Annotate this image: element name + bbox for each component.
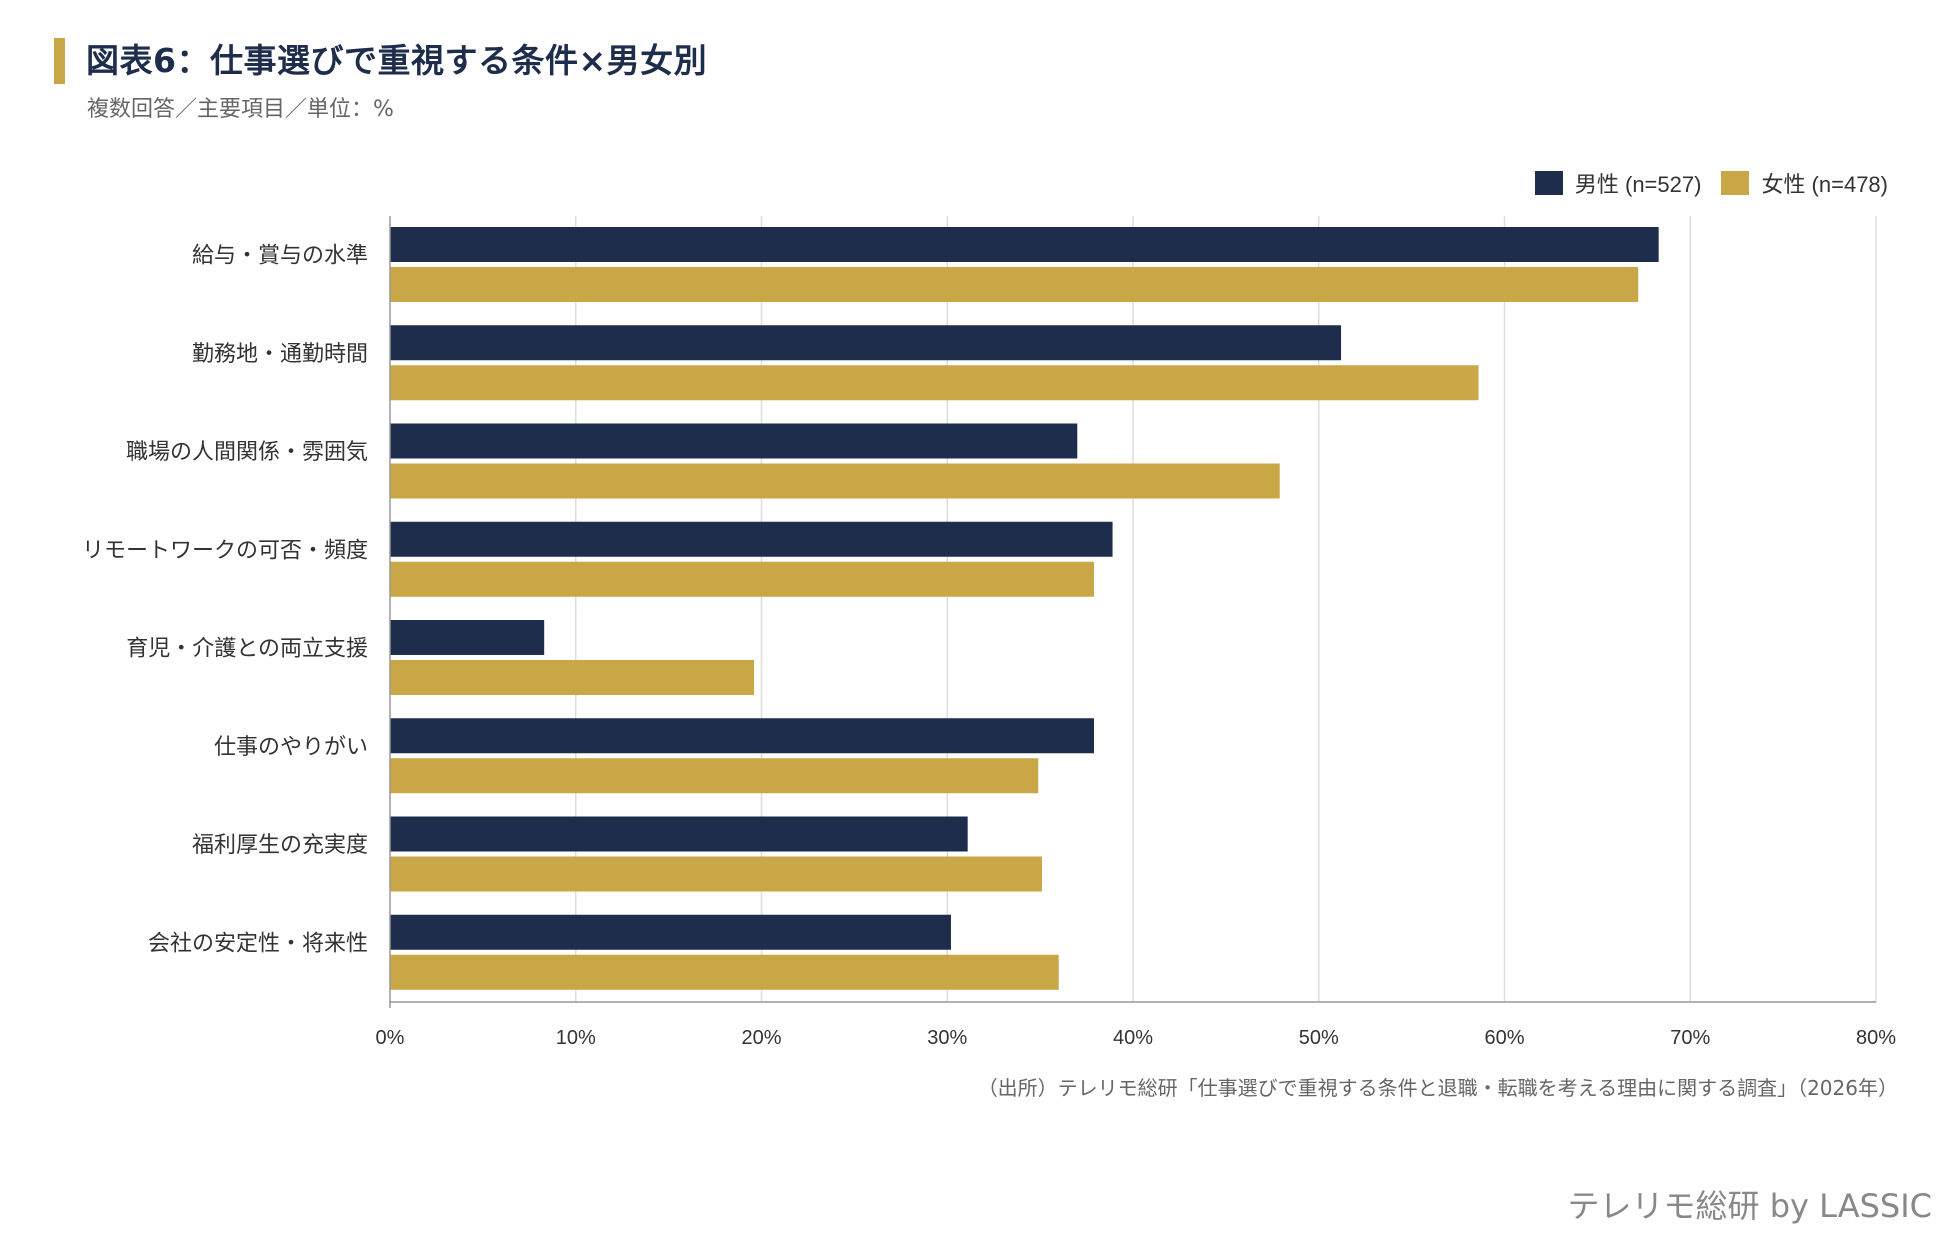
category-label: 仕事のやりがい	[214, 735, 368, 760]
title-accent-bar	[54, 38, 65, 84]
x-tick-label: 50%	[1299, 1027, 1339, 1049]
bar-female	[390, 561, 1094, 597]
legend-swatch-male	[1534, 171, 1563, 195]
x-tick-label: 40%	[1113, 1027, 1153, 1049]
bar-female	[390, 660, 755, 695]
bar-male	[390, 620, 545, 655]
legend-label-male: 男性 (n=527)	[1574, 172, 1702, 197]
chart-subtitle: 複数回答／主要項目／単位：%	[87, 97, 394, 122]
bar-female	[390, 856, 1042, 892]
bar-female	[390, 463, 1280, 499]
bar-male	[390, 521, 1113, 557]
chart-legend: 男性 (n=527) 女性 (n=478)	[1534, 167, 1888, 199]
x-tick-label: 30%	[927, 1027, 967, 1049]
bar-female	[390, 758, 1039, 794]
legend-item-female: 女性 (n=478)	[1721, 167, 1888, 199]
category-label: 給与・賞与の水準	[192, 244, 368, 269]
bar-female	[390, 365, 1479, 401]
bar-male	[390, 325, 1342, 361]
category-label: 会社の安定性・将来性	[148, 931, 368, 956]
x-tick-label: 10%	[556, 1027, 596, 1049]
legend-item-male: 男性 (n=527)	[1534, 167, 1702, 199]
source-note: （出所）テレリモ総研「仕事選びで重視する条件と退職・転職を考える理由に関する調査…	[977, 1076, 1898, 1100]
bar-male	[390, 423, 1078, 459]
category-label: 福利厚生の充実度	[192, 833, 368, 858]
bar-male	[390, 227, 1659, 262]
x-tick-label: 60%	[1484, 1027, 1524, 1049]
legend-label-female: 女性 (n=478)	[1761, 172, 1888, 197]
legend-swatch-female	[1721, 171, 1750, 195]
category-label: 育児・介護との両立支援	[126, 637, 368, 662]
x-tick-label: 20%	[741, 1027, 781, 1049]
bar-male	[390, 816, 968, 852]
x-tick-label: 70%	[1670, 1027, 1710, 1049]
bar-female	[390, 954, 1059, 990]
x-tick-label: 80%	[1856, 1027, 1896, 1049]
brand-watermark: テレリモ総研 by LASSIC	[1567, 1187, 1932, 1225]
category-label: 勤務地・通勤時間	[192, 342, 368, 367]
category-label: リモートワークの可否・頻度	[82, 538, 368, 563]
bar-female	[390, 267, 1639, 302]
chart-title: 図表6：仕事選びで重視する条件×男女別	[86, 41, 708, 80]
bar-male	[390, 914, 951, 950]
bar-male	[390, 718, 1094, 754]
x-tick-label: 0%	[376, 1027, 405, 1049]
category-label: 職場の人間関係・雰囲気	[126, 440, 368, 465]
